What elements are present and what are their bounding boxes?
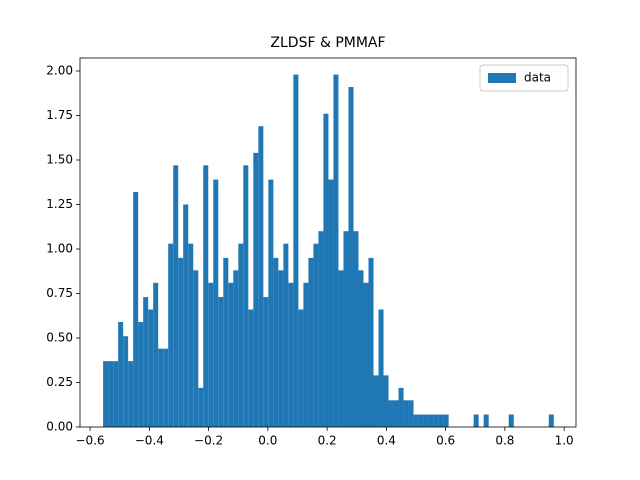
bar [418, 414, 424, 427]
legend-label: data [524, 71, 551, 85]
y-tick-label: 0.00 [46, 420, 73, 434]
bar [443, 414, 449, 427]
x-tick-label: 0.8 [495, 434, 514, 448]
bar [313, 243, 319, 427]
x-tick-label: −0.6 [76, 434, 105, 448]
y-tick-label: 0.50 [46, 330, 73, 344]
bar [173, 165, 179, 427]
x-tick-label: 0.4 [377, 434, 396, 448]
bar [408, 400, 414, 427]
bar [258, 126, 264, 427]
bar [358, 270, 364, 427]
bar [383, 375, 389, 427]
bar [308, 257, 314, 427]
bar [288, 282, 294, 427]
bar [113, 361, 119, 427]
bar [328, 179, 334, 427]
bar [268, 179, 274, 427]
chart-title: ZLDSF & PMMAF [270, 35, 385, 51]
bar [343, 231, 349, 427]
bar [473, 414, 479, 427]
bar [248, 309, 254, 427]
x-tick-label: 0.0 [258, 434, 277, 448]
bar [153, 282, 159, 427]
bar [378, 309, 384, 427]
bar [143, 297, 149, 427]
y-tick-label: 1.75 [46, 108, 73, 122]
bar [278, 270, 284, 427]
bar [138, 321, 144, 427]
bar [108, 361, 114, 427]
bar [413, 414, 419, 427]
bar [333, 74, 339, 428]
bar [438, 414, 444, 427]
bar [183, 204, 189, 427]
bar [188, 243, 194, 427]
bar [208, 282, 214, 427]
bar [363, 282, 369, 427]
bar [373, 375, 379, 427]
bar [283, 243, 289, 427]
bar [403, 400, 409, 427]
bar [273, 257, 279, 427]
bar [243, 165, 249, 427]
bar [318, 231, 324, 427]
bar [433, 414, 439, 427]
bar [368, 257, 374, 427]
bar [323, 113, 329, 427]
y-tick-label: 1.00 [46, 241, 73, 255]
bar [213, 179, 219, 427]
bar [263, 297, 269, 427]
bar [233, 270, 239, 427]
bar [168, 243, 174, 427]
y-tick-label: 2.00 [46, 63, 73, 77]
bar [293, 74, 299, 428]
bar [388, 400, 394, 427]
x-tick-label: −0.4 [135, 434, 164, 448]
bar [118, 321, 124, 427]
bar [298, 309, 304, 427]
bar [228, 282, 234, 427]
x-tick-label: −0.2 [194, 434, 223, 448]
x-tick-label: 0.2 [318, 434, 337, 448]
x-tick-label: 0.6 [436, 434, 455, 448]
bar [303, 282, 309, 427]
y-tick-label: 1.50 [46, 152, 73, 166]
bar [238, 243, 244, 427]
bar [133, 192, 139, 427]
bar [483, 414, 489, 427]
bar [148, 309, 154, 427]
bar [548, 414, 554, 427]
bar [253, 152, 259, 427]
bar [338, 270, 344, 427]
bar [163, 348, 169, 427]
bar [218, 297, 224, 427]
bar [103, 361, 109, 427]
y-tick-label: 1.25 [46, 197, 73, 211]
y-tick-label: 0.75 [46, 286, 73, 300]
bar [393, 400, 399, 427]
bar [128, 361, 134, 427]
plot-frame [79, 57, 577, 428]
bar [178, 257, 184, 427]
bar [193, 270, 199, 427]
bar [203, 165, 209, 427]
x-tick-label: 1.0 [555, 434, 574, 448]
y-tick-label: 0.25 [46, 375, 73, 389]
bar [123, 336, 129, 427]
legend-swatch [488, 73, 516, 83]
bar [353, 231, 359, 427]
bar [423, 414, 429, 427]
legend-box [479, 64, 569, 92]
bar [223, 257, 229, 427]
bar [398, 387, 404, 427]
bar [198, 387, 204, 427]
bar [158, 348, 164, 427]
bar [348, 87, 354, 428]
bar [508, 414, 514, 427]
bar [428, 414, 434, 427]
